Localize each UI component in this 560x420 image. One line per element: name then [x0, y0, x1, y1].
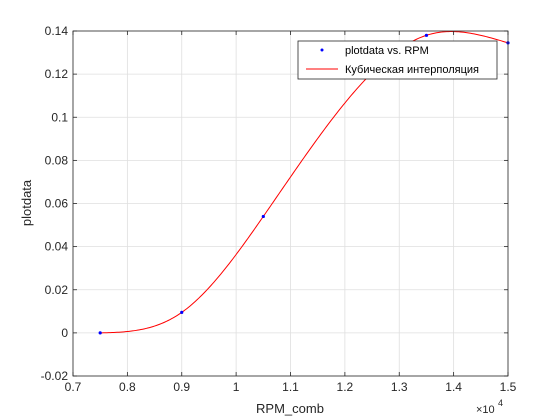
x-tick-label: 0.9 [173, 380, 190, 394]
y-tick-labels: -0.02 0 0.02 0.04 0.06 0.08 0.1 0.12 0.14 [41, 24, 69, 383]
y-tick-label: 0 [61, 326, 68, 340]
data-point [261, 214, 265, 219]
data-point [424, 33, 429, 37]
x-tick-label: 1.3 [391, 380, 408, 394]
y-tick-label: 0.1 [51, 110, 68, 124]
y-tick-label: 0.12 [45, 67, 69, 81]
y-axis-label: plotdata [19, 179, 34, 226]
x-tick-label: 1 [233, 380, 240, 394]
x-tick-labels: 0.7 0.8 0.9 1 1.1 1.2 1.3 1.4 1.5 [65, 380, 517, 394]
legend-label-points: plotdata vs. RPM [345, 45, 429, 57]
legend: plotdata vs. RPM Кубическая интерполяция [297, 40, 498, 80]
ticks [72, 30, 509, 377]
data-point [98, 331, 102, 335]
x-axis-label: RPM_comb [256, 401, 324, 416]
y-tick-label: 0.02 [45, 283, 69, 297]
legend-box [297, 40, 498, 80]
x-tick-label: 1.2 [337, 380, 354, 394]
x-exponent-power: 4 [498, 398, 503, 408]
y-tick-label: 0.06 [45, 197, 69, 211]
x-tick-label: 1.1 [282, 380, 299, 394]
x-tick-label: 0.8 [119, 380, 136, 394]
y-tick-label: 0.04 [45, 240, 69, 254]
y-tick-label: 0.08 [45, 153, 69, 167]
y-tick-label: -0.02 [41, 369, 69, 383]
legend-label-line: Кубическая интерполяция [345, 64, 479, 76]
x-tick-label: 1.5 [500, 380, 517, 394]
x-tick-label: 0.7 [65, 380, 82, 394]
x-exponent-base: ×10 [476, 404, 495, 416]
y-tick-label: 0.14 [45, 24, 69, 38]
series-layer [98, 31, 510, 335]
interpolation-curve [100, 31, 509, 334]
legend-marker-points [320, 48, 324, 52]
x-tick-label: 1.4 [445, 380, 462, 394]
data-point [180, 310, 184, 314]
